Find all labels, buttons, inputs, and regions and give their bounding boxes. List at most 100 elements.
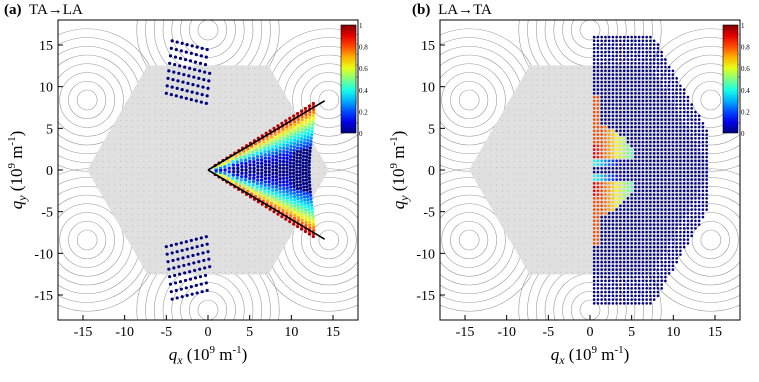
data-point (649, 190, 652, 193)
data-point (630, 201, 633, 204)
data-point (304, 205, 307, 208)
grid-dot (161, 115, 162, 116)
grid-dot (138, 214, 139, 215)
grid-dot (313, 179, 314, 180)
data-point (612, 137, 615, 140)
data-point (304, 215, 307, 218)
grid-dot (607, 120, 608, 121)
data-point (608, 148, 611, 151)
data-point (264, 156, 267, 159)
grid-dot (613, 249, 614, 250)
data-point (240, 158, 243, 161)
grid-dot (525, 231, 526, 232)
data-point (630, 235, 633, 238)
data-point (638, 152, 641, 155)
data-point (252, 154, 255, 157)
data-point (205, 281, 208, 284)
data-point (627, 190, 630, 193)
data-point (279, 190, 282, 193)
data-point (649, 197, 652, 200)
data-point (683, 160, 686, 163)
data-point (627, 250, 630, 253)
data-point (623, 51, 626, 54)
data-point (284, 119, 287, 122)
data-point (687, 171, 690, 174)
data-point (299, 193, 302, 196)
data-point (627, 58, 630, 61)
data-point (260, 158, 263, 161)
data-point (293, 198, 296, 201)
data-point (604, 55, 607, 58)
data-point (687, 238, 690, 241)
data-point (309, 143, 312, 146)
grid-dot (237, 231, 238, 232)
grid-dot (549, 68, 550, 69)
grid-dot (248, 80, 249, 81)
grid-dot (126, 167, 127, 168)
data-point (279, 180, 282, 183)
data-point (201, 290, 204, 293)
data-point (600, 130, 603, 133)
data-point (312, 111, 315, 114)
grid-dot (120, 144, 121, 145)
grid-dot (178, 91, 179, 92)
grid-dot (543, 109, 544, 110)
data-point (275, 162, 278, 165)
grid-dot (514, 132, 515, 133)
data-point (660, 250, 663, 253)
grid-dot (660, 214, 661, 215)
data-point (645, 250, 648, 253)
data-point (645, 92, 648, 95)
data-point (306, 198, 309, 201)
data-point (653, 62, 656, 65)
data-point (675, 133, 678, 136)
grid-dot (190, 249, 191, 250)
data-point (593, 160, 596, 163)
data-point (627, 40, 630, 43)
data-point (615, 268, 618, 271)
grid-dot (149, 266, 150, 267)
data-point (672, 178, 675, 181)
grid-dot (254, 138, 255, 139)
data-point (278, 197, 281, 200)
panel-b-title: LA→TA (438, 2, 492, 18)
data-point (604, 227, 607, 230)
data-point (672, 257, 675, 260)
grid-dot (584, 68, 585, 69)
data-point (271, 148, 274, 151)
data-point (638, 186, 641, 189)
grid-dot (190, 266, 191, 267)
data-point (687, 126, 690, 129)
grid-dot (237, 214, 238, 215)
data-point (604, 111, 607, 114)
data-point (702, 156, 705, 159)
data-point (604, 92, 607, 95)
data-point (664, 118, 667, 121)
data-point (645, 152, 648, 155)
grid-dot (660, 138, 661, 139)
colorbar-tick-label: 0 (359, 130, 363, 138)
data-point (275, 148, 278, 151)
data-point (289, 155, 292, 158)
data-point (679, 250, 682, 253)
y-tick-label: 15 (39, 39, 53, 54)
grid-dot (566, 249, 567, 250)
data-point (649, 100, 652, 103)
data-point (649, 107, 652, 110)
data-point (615, 246, 618, 249)
grid-dot (572, 85, 573, 86)
grid-dot (208, 208, 209, 209)
data-point (675, 242, 678, 245)
grid-dot (572, 91, 573, 92)
data-point (289, 158, 292, 161)
data-point (660, 220, 663, 223)
data-point (293, 129, 296, 132)
data-point (615, 156, 618, 159)
data-point (619, 96, 622, 99)
data-point (615, 190, 618, 193)
data-point (597, 272, 600, 275)
grid-dot (549, 237, 550, 238)
data-point (657, 145, 660, 148)
data-point (668, 85, 671, 88)
grid-dot (578, 272, 579, 273)
